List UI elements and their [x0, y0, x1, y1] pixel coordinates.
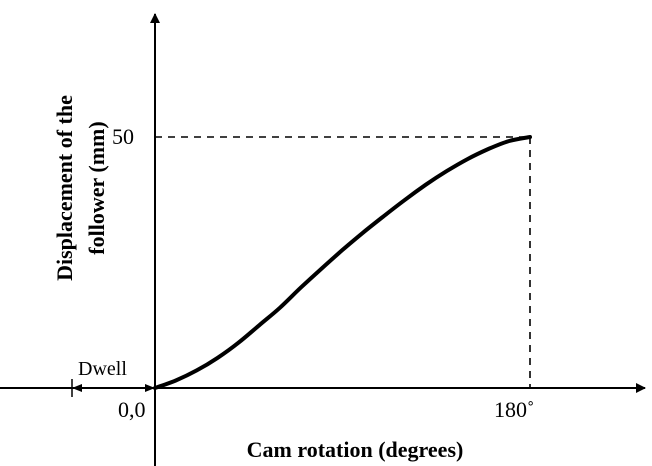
dwell-arrow-right-icon	[145, 384, 155, 392]
y-axis-title-line-2: follower (mm)	[84, 121, 109, 254]
y-tick-label-50: 50	[112, 124, 134, 149]
dwell-arrow-left-icon	[72, 384, 82, 392]
x-tick-label-180: 180˚	[494, 397, 534, 422]
displacement-curve	[153, 135, 532, 390]
y-axis-title-line-1: Displacement of the	[52, 95, 77, 281]
x-axis-title: Cam rotation (degrees)	[247, 437, 464, 462]
origin-label: 0,0	[118, 397, 146, 422]
dwell-label: Dwell	[78, 358, 127, 380]
